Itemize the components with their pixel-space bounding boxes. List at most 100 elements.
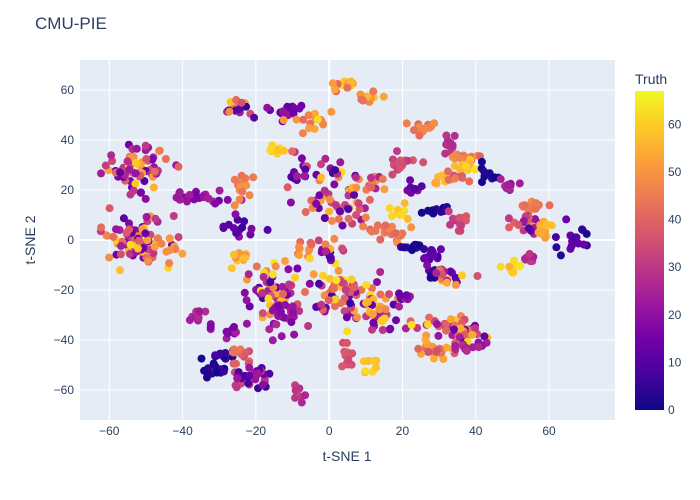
data-point[interactable] — [242, 319, 251, 328]
data-point[interactable] — [241, 348, 250, 357]
data-point[interactable] — [141, 229, 150, 238]
data-point[interactable] — [359, 222, 368, 231]
data-point[interactable] — [313, 115, 322, 124]
data-point[interactable] — [446, 315, 455, 324]
data-point[interactable] — [330, 180, 339, 189]
data-point[interactable] — [143, 236, 152, 245]
data-point[interactable] — [371, 226, 380, 235]
data-point[interactable] — [388, 212, 396, 220]
data-point[interactable] — [369, 318, 378, 327]
data-point[interactable] — [407, 320, 416, 329]
data-point[interactable] — [524, 224, 533, 233]
data-point[interactable] — [428, 206, 437, 215]
data-point[interactable] — [444, 207, 453, 216]
data-point[interactable] — [343, 83, 352, 92]
data-point[interactable] — [328, 79, 337, 88]
data-point[interactable] — [132, 144, 141, 153]
data-point[interactable] — [328, 216, 336, 225]
data-point[interactable] — [238, 223, 247, 232]
data-point[interactable] — [299, 115, 308, 124]
data-point[interactable] — [471, 165, 480, 174]
data-point[interactable] — [386, 324, 395, 333]
data-point[interactable] — [140, 177, 149, 186]
data-point[interactable] — [107, 151, 116, 160]
data-point[interactable] — [252, 262, 261, 271]
data-point[interactable] — [244, 270, 253, 279]
data-point[interactable] — [271, 262, 280, 271]
data-point[interactable] — [174, 233, 183, 242]
data-point[interactable] — [293, 385, 302, 394]
data-point[interactable] — [301, 165, 310, 174]
data-point[interactable] — [362, 281, 371, 289]
data-point[interactable] — [377, 316, 386, 325]
data-point[interactable] — [272, 320, 281, 329]
data-point[interactable] — [551, 233, 560, 242]
data-point[interactable] — [381, 305, 390, 314]
data-point[interactable] — [101, 161, 110, 170]
data-point[interactable] — [321, 154, 330, 163]
data-point[interactable] — [545, 201, 554, 210]
data-point[interactable] — [442, 278, 451, 287]
data-point[interactable] — [451, 174, 459, 183]
data-point[interactable] — [379, 92, 388, 101]
data-point[interactable] — [344, 205, 353, 214]
data-point[interactable] — [325, 274, 334, 283]
data-point[interactable] — [268, 336, 277, 345]
data-point[interactable] — [126, 240, 135, 249]
data-point[interactable] — [297, 154, 306, 163]
data-point[interactable] — [201, 307, 210, 316]
data-point[interactable] — [385, 290, 394, 299]
data-point[interactable] — [150, 242, 159, 251]
data-point[interactable] — [174, 162, 183, 171]
data-point[interactable] — [380, 185, 389, 194]
data-point[interactable] — [235, 195, 244, 204]
data-point[interactable] — [450, 131, 459, 140]
data-point[interactable] — [444, 167, 452, 176]
data-point[interactable] — [215, 186, 224, 195]
data-point[interactable] — [314, 236, 323, 245]
data-point[interactable] — [342, 339, 351, 347]
data-point[interactable] — [462, 162, 471, 171]
data-point[interactable] — [378, 326, 387, 334]
data-point[interactable] — [451, 150, 460, 159]
data-point[interactable] — [268, 306, 277, 315]
data-point[interactable] — [357, 285, 366, 294]
data-point[interactable] — [283, 183, 292, 192]
data-point[interactable] — [446, 220, 455, 229]
data-point[interactable] — [175, 189, 184, 198]
data-point[interactable] — [441, 149, 450, 158]
data-point[interactable] — [293, 264, 302, 273]
data-point[interactable] — [233, 374, 242, 383]
data-point[interactable] — [351, 173, 360, 182]
data-point[interactable] — [442, 131, 451, 140]
data-point[interactable] — [330, 166, 339, 175]
data-point[interactable] — [317, 300, 326, 309]
data-point[interactable] — [123, 157, 132, 166]
data-point[interactable] — [292, 115, 301, 124]
data-point[interactable] — [373, 278, 381, 287]
data-point[interactable] — [414, 344, 423, 353]
data-point[interactable] — [97, 223, 106, 232]
data-point[interactable] — [265, 325, 274, 334]
data-point[interactable] — [117, 242, 125, 250]
data-point[interactable] — [408, 246, 416, 254]
data-point[interactable] — [509, 268, 518, 277]
data-point[interactable] — [419, 158, 428, 167]
data-point[interactable] — [266, 145, 275, 154]
data-point[interactable] — [531, 204, 540, 213]
data-point[interactable] — [556, 251, 565, 260]
data-point[interactable] — [126, 250, 134, 258]
data-point[interactable] — [281, 301, 290, 309]
data-point[interactable] — [245, 363, 254, 372]
data-point[interactable] — [319, 271, 327, 280]
data-point[interactable] — [149, 249, 158, 258]
data-point[interactable] — [109, 232, 118, 241]
data-point[interactable] — [141, 194, 150, 203]
data-point[interactable] — [166, 246, 175, 255]
data-point[interactable] — [169, 212, 178, 220]
data-point[interactable] — [219, 222, 228, 231]
data-point[interactable] — [334, 266, 343, 275]
data-point[interactable] — [369, 87, 378, 96]
data-point[interactable] — [514, 221, 523, 229]
data-point[interactable] — [319, 120, 328, 129]
